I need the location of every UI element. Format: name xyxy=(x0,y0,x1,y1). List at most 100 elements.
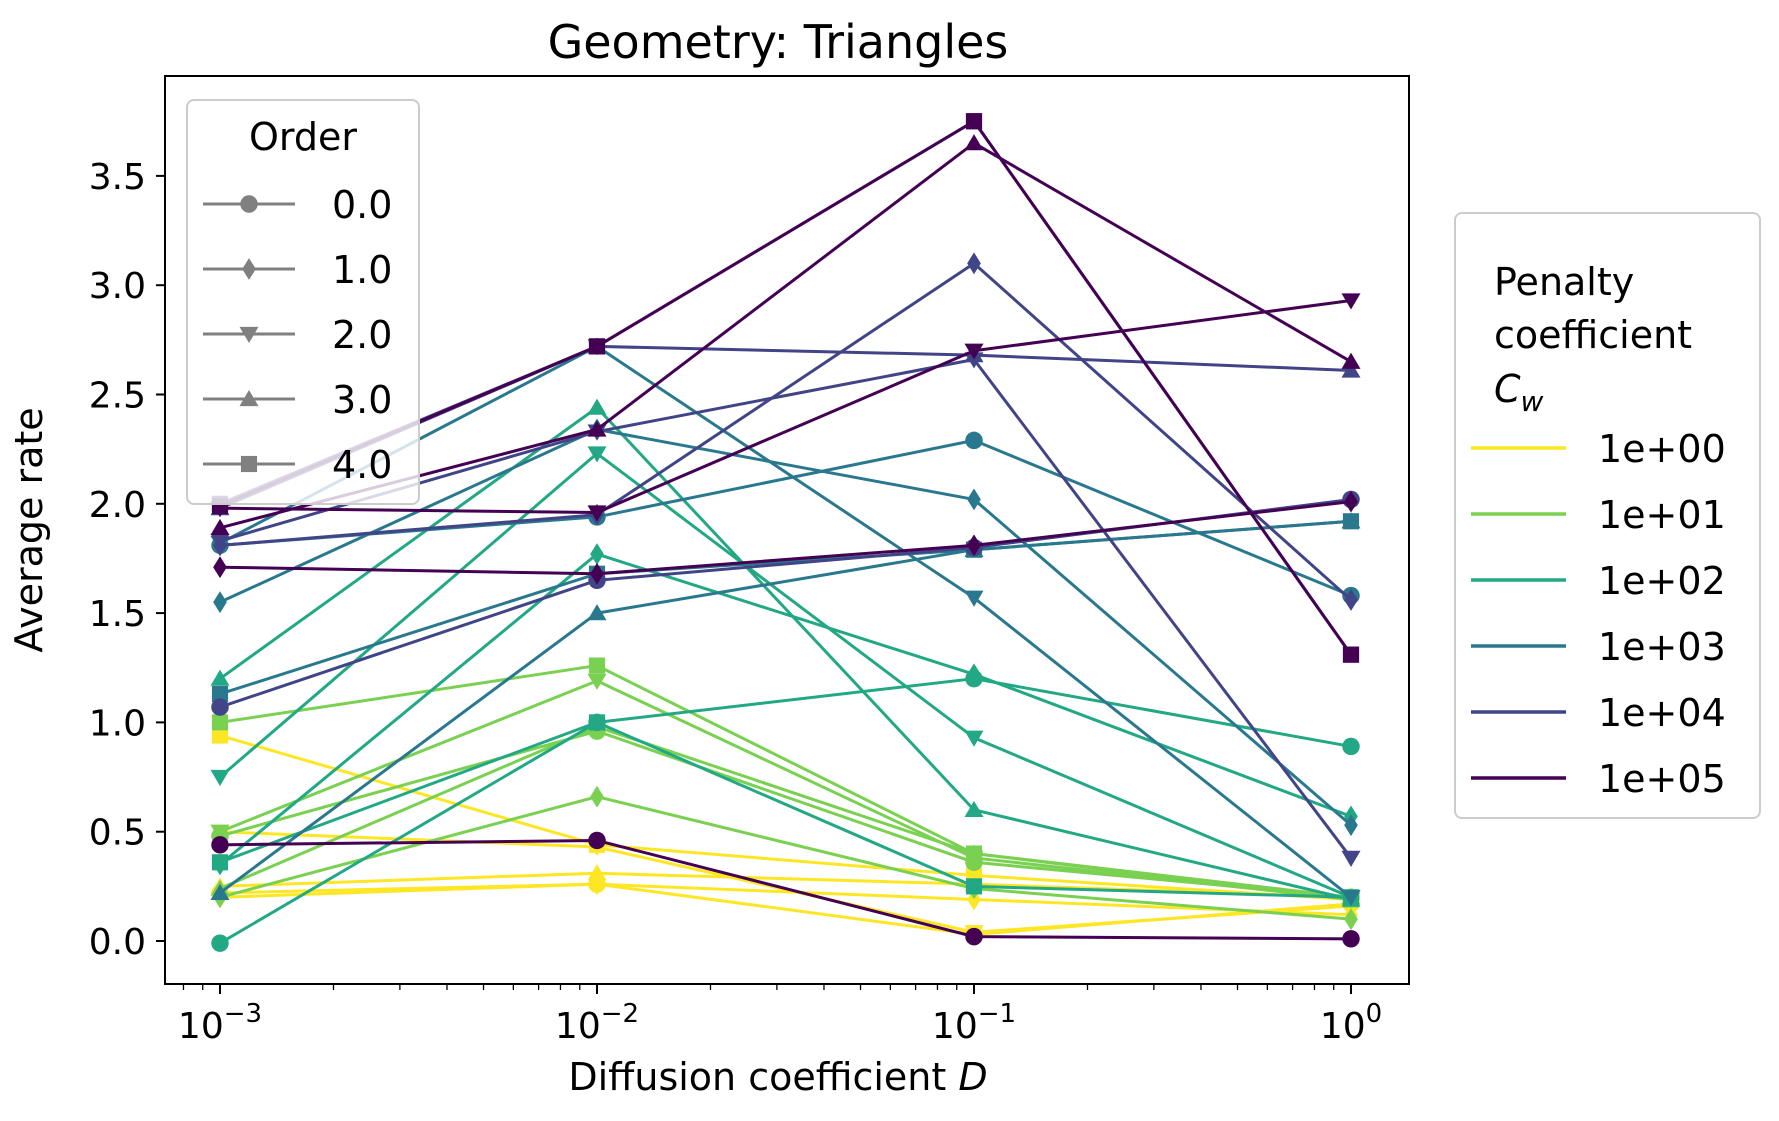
data-point xyxy=(1341,361,1361,378)
penalty-legend-label: 1e+03 xyxy=(1598,625,1726,669)
x-tick-label: 10−1 xyxy=(932,999,1016,1047)
data-point xyxy=(965,845,983,862)
series-path xyxy=(219,261,1352,602)
data-point xyxy=(1344,490,1358,513)
penalty-legend-label: 1e+04 xyxy=(1598,691,1726,735)
data-point xyxy=(1341,850,1361,867)
data-point xyxy=(967,663,981,686)
order-legend-marker xyxy=(240,455,258,473)
y-tick-label: 1.5 xyxy=(89,594,146,635)
penalty-legend-title-line: coefficient xyxy=(1494,313,1692,357)
order-legend-entry: 1.0 xyxy=(203,248,392,292)
data-point xyxy=(587,673,607,690)
data-point xyxy=(965,927,983,946)
y-tick-label: 0.0 xyxy=(89,922,146,963)
penalty-legend-entry: 1e+05 xyxy=(1471,757,1726,801)
penalty-legend-entry: 1e+01 xyxy=(1471,493,1726,537)
data-point xyxy=(1342,513,1360,530)
y-tick-label: 2.5 xyxy=(89,376,146,417)
y-tick-label: 3.5 xyxy=(89,157,146,198)
data-point xyxy=(1341,890,1361,907)
penalty-legend-entry: 1e+00 xyxy=(1471,427,1726,471)
order-legend-marker xyxy=(239,326,259,344)
penalty-legend-label: 1e+01 xyxy=(1598,493,1726,537)
data-point xyxy=(211,934,229,952)
y-axis-label: Average rate xyxy=(7,407,51,652)
data-point xyxy=(964,800,984,817)
series-path xyxy=(219,795,1352,921)
data-point xyxy=(211,714,229,731)
y-axis: 0.0 0.5 1.0 1.5 2.0 2.5 3.0 3.5 xyxy=(89,157,165,963)
data-point xyxy=(964,343,984,360)
series-path xyxy=(219,679,1352,901)
series-path xyxy=(219,720,1352,899)
penalty-legend-label: 1e+00 xyxy=(1598,427,1726,471)
data-point xyxy=(965,431,983,450)
penalty-legend-title-symbol: Cw xyxy=(1494,367,1544,418)
x-axis-label-variable: D xyxy=(958,1055,987,1099)
series-line xyxy=(211,831,1360,948)
data-point xyxy=(1344,589,1358,611)
series-path xyxy=(219,427,1352,827)
data-point xyxy=(965,113,983,130)
data-point xyxy=(967,488,981,511)
x-tick-label: 10−3 xyxy=(178,999,262,1047)
data-point xyxy=(587,864,607,881)
data-point xyxy=(588,338,606,355)
data-point xyxy=(967,252,981,275)
data-point xyxy=(211,698,229,716)
data-point xyxy=(587,446,607,463)
series-path xyxy=(219,299,1352,515)
x-axis: 10−3 10−2 10−1 100 xyxy=(178,984,1382,1047)
plot-area-frame xyxy=(164,75,1410,985)
data-point xyxy=(211,685,229,703)
chart-title: Geometry: Triangles xyxy=(548,15,1009,69)
data-point xyxy=(1341,352,1361,369)
data-point xyxy=(967,534,981,557)
series-path xyxy=(219,677,1352,945)
data-point xyxy=(588,657,606,674)
y-tick-label: 2.0 xyxy=(89,485,146,526)
data-point xyxy=(967,888,981,911)
penalty-legend-label: 1e+02 xyxy=(1598,559,1726,603)
x-tick-label: 10−2 xyxy=(555,999,639,1047)
data-point xyxy=(964,730,984,747)
order-legend-title: Order xyxy=(249,115,357,159)
data-point xyxy=(211,836,229,854)
data-point xyxy=(210,518,230,535)
x-axis-label-text: Diffusion coefficient xyxy=(568,1055,958,1099)
order-legend: Order 0.0 1.0 2.0 3.0 4.0 xyxy=(186,99,420,505)
data-point xyxy=(1342,646,1360,663)
data-point xyxy=(210,883,230,901)
data-point xyxy=(590,543,604,566)
data-point xyxy=(213,591,227,614)
penalty-legend-entry: 1e+04 xyxy=(1471,691,1726,735)
series-path xyxy=(219,519,1352,696)
series-path xyxy=(219,406,1352,901)
data-point xyxy=(210,533,230,550)
order-legend-marker xyxy=(242,258,256,280)
data-point xyxy=(964,134,984,151)
series-path xyxy=(219,452,1352,899)
data-point xyxy=(1342,737,1360,756)
data-point xyxy=(587,604,607,621)
series-path xyxy=(219,664,1352,901)
y-tick-label: 1.0 xyxy=(89,703,146,744)
data-point xyxy=(210,769,230,787)
data-point xyxy=(590,785,604,808)
data-point xyxy=(587,398,607,415)
order-legend-marker xyxy=(240,195,258,213)
series-path xyxy=(219,552,1352,866)
data-point xyxy=(590,873,604,896)
data-point xyxy=(588,831,606,850)
penalty-legend-entry: 1e+03 xyxy=(1471,625,1726,669)
data-point xyxy=(213,556,227,579)
penalty-legend: Penalty coefficient Cw 1e+00 1e+01 1e+02 1e+03… xyxy=(1454,212,1761,819)
order-legend-label: 3.0 xyxy=(332,378,392,422)
order-legend-label: 4.0 xyxy=(332,443,392,487)
x-axis-label: Diffusion coefficient D xyxy=(568,1055,987,1099)
penalty-legend-entry: 1e+02 xyxy=(1471,559,1726,603)
series-line xyxy=(213,490,1358,585)
order-legend-label: 2.0 xyxy=(332,313,392,357)
